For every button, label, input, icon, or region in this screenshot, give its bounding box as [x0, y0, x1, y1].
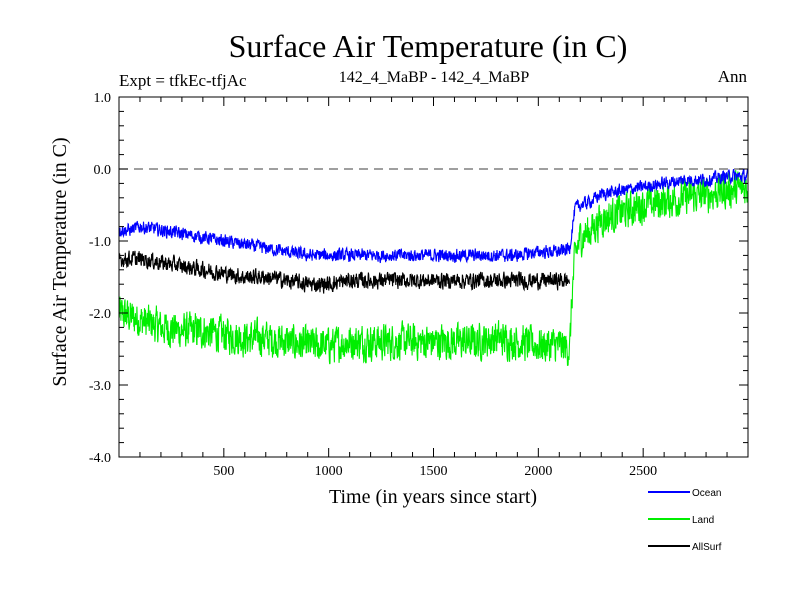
- plot-area: [119, 168, 748, 366]
- y-tick-label: 0.0: [94, 163, 112, 178]
- x-axis-label: Time (in years since start): [329, 486, 537, 508]
- y-tick-label: -2.0: [89, 307, 111, 322]
- series-land-line: [119, 170, 748, 366]
- experiment-label: Expt = tfkEc-tfjAc: [119, 71, 247, 90]
- y-tick-label: -4.0: [89, 451, 111, 466]
- series-layer: [119, 168, 748, 366]
- chart-title: Surface Air Temperature (in C): [229, 28, 628, 64]
- axes: 1.0 0.0 -1.0 -2.0 -3.0 -4.0 500 1000 1500 2000 250…: [89, 91, 749, 479]
- y-tick-label: -1.0: [89, 235, 111, 250]
- season-label: Ann: [718, 67, 748, 86]
- x-tick-label: 2000: [524, 464, 552, 479]
- x-tick-label: 500: [213, 464, 234, 479]
- series-ocean-line: [119, 168, 748, 264]
- y-axis-label: Surface Air Temperature (in C): [49, 137, 71, 386]
- legend-label-ocean: Ocean: [692, 488, 721, 499]
- legend-label-land: Land: [692, 515, 714, 526]
- x-tick-label: 1500: [420, 464, 448, 479]
- x-tick-label: 2500: [629, 464, 657, 479]
- legend: Ocean Land AllSurf: [648, 488, 722, 553]
- y-tick-label: 1.0: [94, 91, 112, 106]
- legend-label-allsurf: AllSurf: [692, 542, 722, 553]
- y-tick-label: -3.0: [89, 379, 111, 394]
- x-tick-label: 1000: [315, 464, 343, 479]
- comparison-label: 142_4_MaBP - 142_4_MaBP: [339, 69, 530, 86]
- series-allsurf-line: [119, 250, 571, 294]
